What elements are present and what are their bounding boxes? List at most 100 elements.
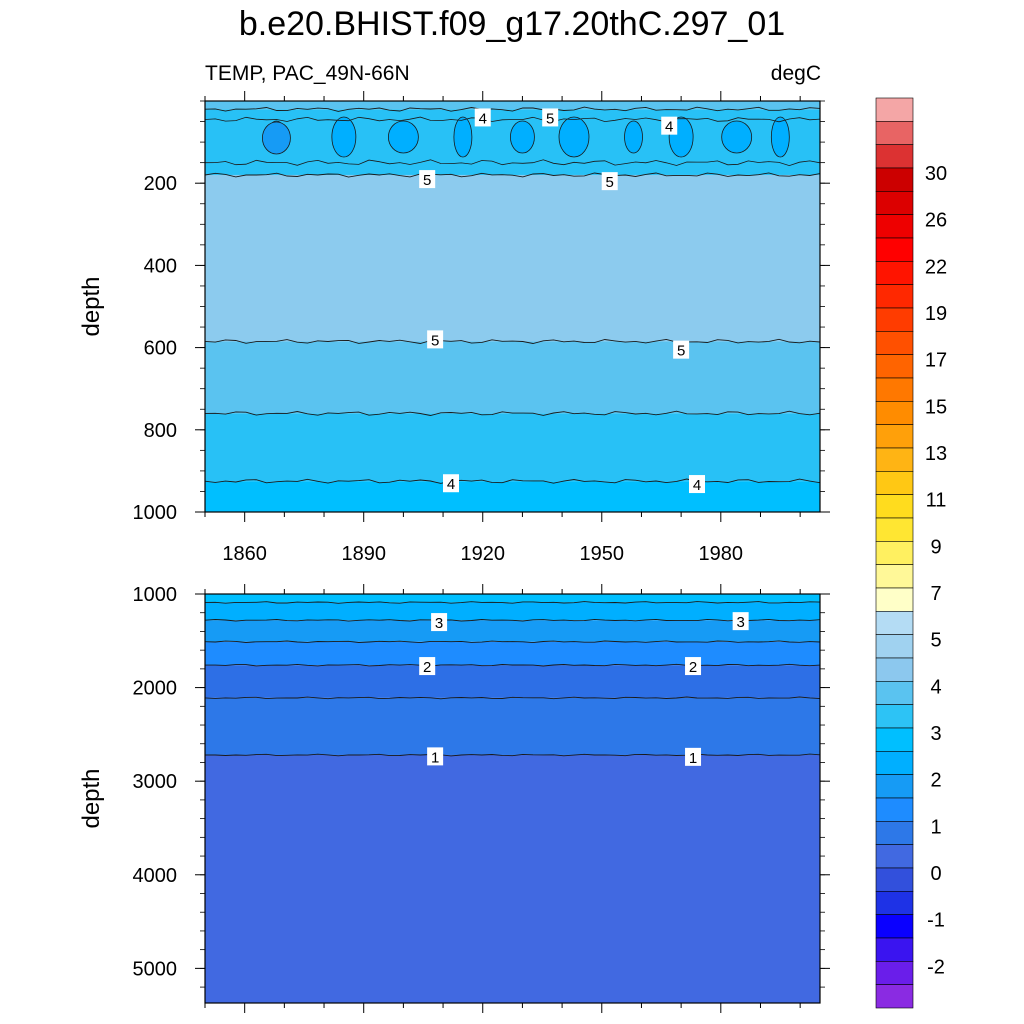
- y-tick-label: 3000: [133, 771, 178, 793]
- y-tick-label: 800: [144, 420, 177, 442]
- contour-label-text: 4: [479, 110, 487, 127]
- contour-cell: [558, 116, 590, 158]
- contour-label: 4: [689, 475, 705, 494]
- contour-label-bg: [732, 612, 749, 631]
- contour-line: [204, 696, 821, 700]
- contour-fill-band: [205, 594, 820, 603]
- colorbar-swatch: [875, 97, 914, 122]
- colorbar-swatch: [875, 424, 914, 449]
- contour-label-text: 1: [431, 749, 439, 766]
- contour-label: 5: [419, 170, 436, 189]
- contour-label-text: 2: [423, 659, 431, 676]
- contour-label-text: 4: [665, 119, 673, 136]
- contour-cell: [262, 121, 291, 155]
- y-tick-label: 200: [144, 173, 177, 195]
- contour-label-bg: [427, 330, 444, 349]
- contour-label-bg: [427, 747, 444, 766]
- contour-line: [204, 338, 821, 344]
- contour-label-bg: [419, 170, 436, 189]
- contour-line: [204, 618, 821, 622]
- contour-label-bg: [661, 116, 678, 135]
- colorbar-tick-label: 7: [930, 583, 941, 605]
- contour-label-text: 4: [447, 476, 455, 493]
- contour-fill-band: [205, 754, 820, 1003]
- contour-cell: [331, 116, 357, 158]
- colorbar-swatch: [875, 354, 914, 379]
- colorbar-tick-label: 5: [930, 630, 941, 652]
- contour-label: 5: [542, 108, 559, 127]
- colorbar-swatch: [875, 237, 914, 262]
- colorbar-swatch: [875, 471, 914, 495]
- contour-label-text: 2: [689, 659, 697, 676]
- contour-label-bg: [443, 474, 459, 493]
- colorbar-tick-label: 30: [925, 163, 947, 185]
- colorbar-tick-label: 26: [925, 210, 947, 232]
- colorbar-swatch: [875, 961, 914, 985]
- colorbar-swatch: [875, 517, 914, 542]
- contour-label-text: 5: [431, 332, 439, 349]
- contour-label-bg: [419, 657, 436, 676]
- contour-label: 1: [427, 747, 444, 766]
- contour-label: 4: [474, 108, 491, 127]
- contour-cell: [721, 120, 753, 154]
- colorbar-swatch: [875, 751, 914, 775]
- colorbar-swatch: [875, 774, 914, 799]
- contour-label: 5: [601, 172, 618, 191]
- colorbar-tick-label: 11: [926, 490, 947, 512]
- contour-fill-band: [205, 413, 820, 482]
- contour-line: [204, 640, 821, 644]
- contour-label: 2: [419, 657, 436, 676]
- contour-fill-band: [205, 101, 820, 110]
- colorbar-swatch: [875, 307, 914, 332]
- contour-cell: [387, 120, 419, 154]
- contour-cell: [453, 116, 473, 158]
- upper-contour-panel: 200 400 600 800 1000 depth 1860 1890 1920 1950 198…: [78, 91, 830, 565]
- y-tick-label: 5000: [133, 958, 178, 980]
- contour-line: [204, 159, 821, 167]
- y-tick-label: 600: [144, 338, 177, 360]
- colorbar-swatch: [875, 821, 914, 845]
- x-tick-label: 1920: [460, 543, 505, 565]
- contour-label-text: 3: [736, 614, 744, 631]
- colorbar-swatch: [875, 541, 914, 565]
- contour-label: 4: [443, 474, 459, 493]
- contour-label-text: 3: [435, 615, 443, 632]
- contour-label: 5: [427, 330, 444, 349]
- colorbar-tick-label: 15: [925, 396, 947, 418]
- colorbar-swatch: [875, 657, 914, 682]
- x-tick-label: 1860: [222, 543, 267, 565]
- colorbar-swatch: [875, 191, 914, 215]
- x-tick-label: 1890: [341, 543, 386, 565]
- contour-label-bg: [685, 657, 702, 676]
- colorbar-tick-label: -1: [927, 910, 945, 932]
- colorbar-swatch: [875, 797, 914, 822]
- y-tick-label: 2000: [133, 678, 178, 700]
- contour-label-text: 4: [693, 477, 701, 494]
- colorbar-tick-label: 22: [925, 256, 947, 278]
- colorbar-swatch: [875, 214, 914, 239]
- contour-label: 1: [685, 747, 702, 767]
- colorbar-swatch: [875, 937, 914, 962]
- colorbar-swatch: [875, 377, 914, 402]
- colorbar-swatch: [875, 681, 914, 705]
- colorbar-swatch: [875, 401, 914, 425]
- contour-fill-band: [205, 481, 820, 512]
- colorbar-swatch: [875, 284, 914, 309]
- colorbar-swatch: [875, 564, 914, 589]
- contour-line: [204, 172, 821, 178]
- colorbar-swatch: [875, 704, 914, 729]
- contour-label-bg: [474, 108, 491, 127]
- contour-line: [204, 116, 821, 123]
- contour-fill-band: [205, 602, 820, 621]
- colorbar-tick-label: 9: [930, 536, 941, 558]
- contour-label-bg: [601, 172, 618, 191]
- colorbar-swatch: [875, 891, 914, 915]
- contour-label-bg: [542, 108, 559, 127]
- colorbar-tick-label: 19: [925, 303, 947, 325]
- colorbar-tick-label: 2: [930, 770, 941, 792]
- colorbar-swatch: [875, 611, 914, 635]
- contour-label-text: 5: [606, 174, 614, 191]
- contour-line: [204, 478, 821, 484]
- colorbar-swatch: [875, 634, 914, 659]
- colorbar-swatch: [875, 494, 914, 519]
